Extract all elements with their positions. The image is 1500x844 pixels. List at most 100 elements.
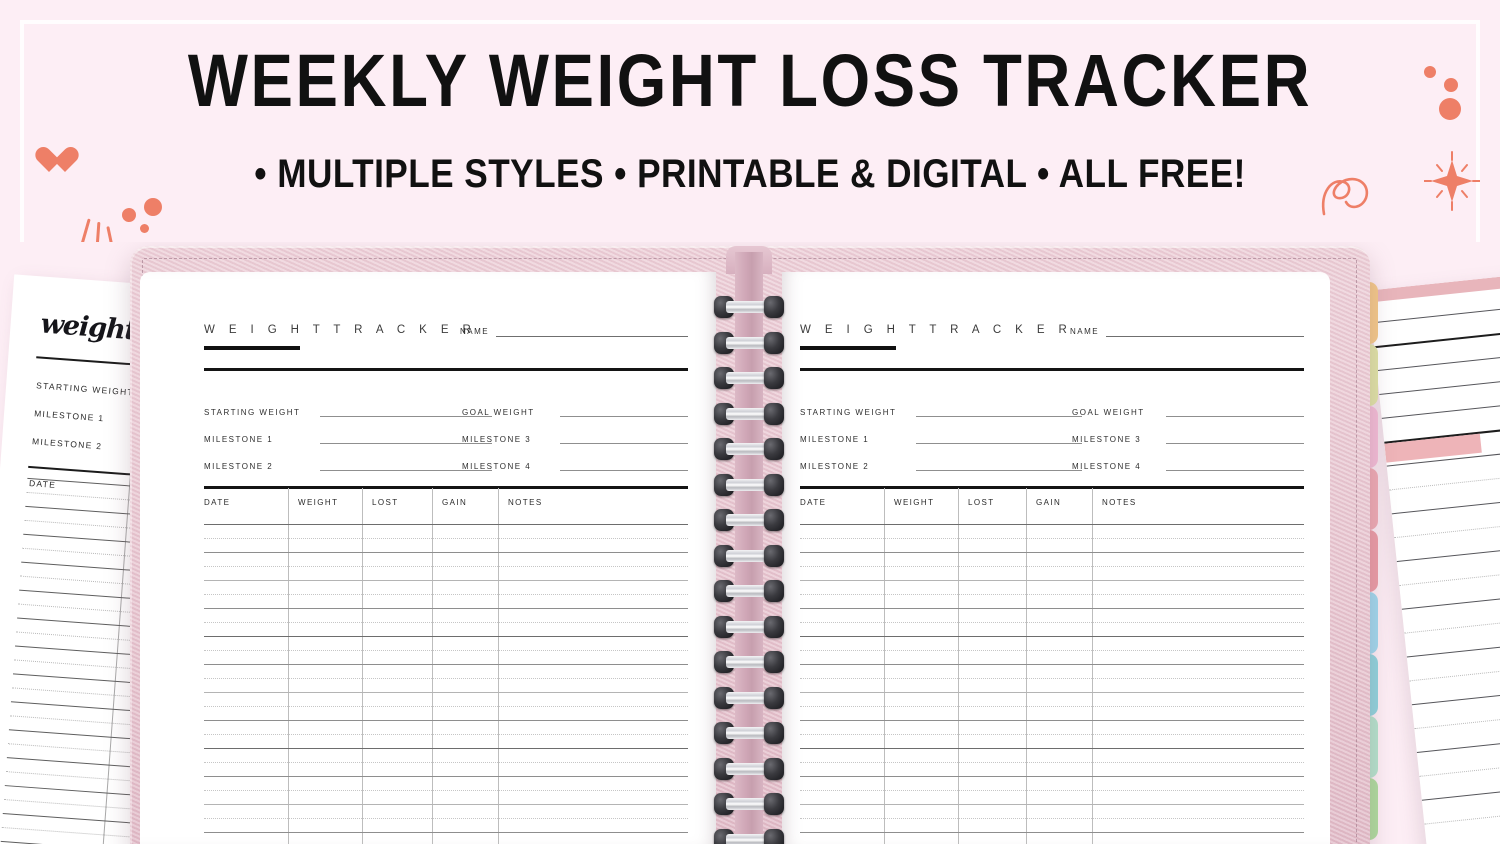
field-label-milestone-1-right: MILESTONE 1	[800, 435, 870, 444]
table-row-line-dotted[interactable]	[800, 734, 1304, 735]
sheet-divider-table-left	[204, 486, 688, 489]
spiral-ring	[714, 509, 784, 531]
name-label-right: NAME	[1070, 327, 1100, 336]
name-input-left[interactable]	[496, 336, 688, 337]
table-row-line[interactable]	[800, 636, 1304, 637]
table-row-line[interactable]	[204, 524, 688, 525]
field-input-starting-weight-left[interactable]	[320, 416, 492, 417]
table-row-line-dotted[interactable]	[800, 594, 1304, 595]
column-divider-right-3	[1026, 488, 1027, 844]
table-row-line[interactable]	[204, 580, 688, 581]
table-row-line[interactable]	[204, 552, 688, 553]
table-row-line-dotted[interactable]	[800, 566, 1304, 567]
column-header-lost-right: LOST	[968, 498, 995, 507]
background-sheet-right-row-line	[1419, 755, 1500, 777]
spiral-ring	[714, 367, 784, 389]
table-row-line[interactable]	[800, 832, 1304, 833]
background-sheet-right	[1368, 268, 1500, 844]
table-row-line[interactable]	[204, 692, 688, 693]
dot-cluster-right-icon-2	[1444, 78, 1458, 92]
field-label-milestone-4-right: MILESTONE 4	[1072, 462, 1142, 471]
weight-tracker-sheet-right: W E I G H T T R A C K E R NAME STARTING …	[782, 272, 1330, 844]
weight-tracker-sheet-left: W E I G H T T R A C K E R NAME STARTING …	[140, 272, 716, 844]
table-row-line-dotted[interactable]	[204, 594, 688, 595]
column-header-gain-left: GAIN	[442, 498, 468, 507]
table-row-line[interactable]	[204, 804, 688, 805]
table-row-line[interactable]	[204, 832, 688, 833]
field-input-milestone-4-right[interactable]	[1166, 470, 1304, 471]
table-row-line-dotted[interactable]	[800, 706, 1304, 707]
field-input-milestone-4-left[interactable]	[560, 470, 688, 471]
table-row-line-dotted[interactable]	[204, 622, 688, 623]
background-sheet-right-row-line	[1414, 707, 1500, 730]
table-row-line-dotted[interactable]	[800, 622, 1304, 623]
table-row-line-dotted[interactable]	[204, 734, 688, 735]
table-row-line[interactable]	[204, 608, 688, 609]
column-divider-right-1	[884, 488, 885, 844]
spiral-ring	[714, 651, 784, 673]
sheet-divider-top-right	[800, 368, 1304, 371]
background-sheet-label-milestone-1: MILESTONE 1	[33, 408, 105, 424]
table-row-line[interactable]	[204, 776, 688, 777]
table-row-line[interactable]	[800, 692, 1304, 693]
promo-banner: WEEKLY WEIGHT LOSS TRACKER • MULTIPLE ST…	[0, 0, 1500, 242]
table-row-line-dotted[interactable]	[800, 762, 1304, 763]
table-row-line[interactable]	[800, 580, 1304, 581]
background-sheet-right-row-line	[1391, 493, 1500, 515]
page-title: WEEKLY WEIGHT LOSS TRACKER	[187, 39, 1313, 122]
field-input-starting-weight-right[interactable]	[916, 416, 1082, 417]
table-row-line[interactable]	[800, 776, 1304, 777]
table-row-line-dotted[interactable]	[800, 790, 1304, 791]
background-sheet-right-row-line	[1399, 564, 1500, 586]
spiral-ring	[714, 296, 784, 318]
table-row-line[interactable]	[800, 748, 1304, 749]
table-row-line-dotted[interactable]	[800, 538, 1304, 539]
table-row-line[interactable]	[800, 608, 1304, 609]
table-row-line-dotted[interactable]	[800, 818, 1304, 819]
field-input-milestone-3-left[interactable]	[560, 443, 688, 444]
table-row-line-dotted[interactable]	[204, 538, 688, 539]
table-row-line[interactable]	[204, 720, 688, 721]
table-row-line[interactable]	[800, 720, 1304, 721]
table-row-line-dotted[interactable]	[204, 650, 688, 651]
table-row-line[interactable]	[800, 664, 1304, 665]
table-row-line-dotted[interactable]	[204, 818, 688, 819]
table-row-line-dotted[interactable]	[800, 650, 1304, 651]
table-row-line[interactable]	[800, 804, 1304, 805]
page-subtitle: • MULTIPLE STYLES • PRINTABLE & DIGITAL …	[254, 152, 1246, 196]
field-label-starting-weight-left: STARTING WEIGHT	[204, 408, 301, 417]
table-row-line[interactable]	[204, 664, 688, 665]
background-sheet-right-rows	[1371, 290, 1500, 844]
field-input-goal-weight-left[interactable]	[560, 416, 688, 417]
table-row-line-dotted[interactable]	[800, 678, 1304, 679]
background-sheet-right-row-line	[1421, 779, 1500, 801]
background-sheet-right-row-line	[1416, 731, 1500, 754]
table-row-line-dotted[interactable]	[204, 762, 688, 763]
field-input-milestone-1-left[interactable]	[320, 443, 492, 444]
field-label-milestone-3-right: MILESTONE 3	[1072, 435, 1142, 444]
column-divider-right-2	[958, 488, 959, 844]
spiral-ring	[714, 473, 784, 496]
squiggle-doodle-icon	[1321, 177, 1369, 216]
name-input-right[interactable]	[1106, 336, 1304, 337]
table-row-line-dotted[interactable]	[204, 566, 688, 567]
table-row-line[interactable]	[800, 552, 1304, 553]
cover-stitch-right	[1356, 260, 1357, 844]
table-rows-right	[800, 520, 1304, 844]
background-sheet-right-row-line	[1404, 612, 1500, 634]
sheet-title-right: W E I G H T T R A C K E R	[800, 324, 1073, 336]
dot-cluster-right-icon-3	[1439, 98, 1461, 120]
field-input-milestone-2-right[interactable]	[916, 470, 1082, 471]
table-row-line-dotted[interactable]	[204, 706, 688, 707]
spiral-ring	[714, 722, 784, 744]
table-row-line-dotted[interactable]	[204, 790, 688, 791]
field-input-milestone-2-left[interactable]	[320, 470, 492, 471]
background-sheet-right-row-line	[1406, 636, 1500, 658]
field-input-milestone-3-right[interactable]	[1166, 443, 1304, 444]
table-row-line[interactable]	[204, 636, 688, 637]
table-row-line[interactable]	[204, 748, 688, 749]
field-input-milestone-1-right[interactable]	[916, 443, 1082, 444]
table-row-line[interactable]	[800, 524, 1304, 525]
table-row-line-dotted[interactable]	[204, 678, 688, 679]
field-input-goal-weight-right[interactable]	[1166, 416, 1304, 417]
